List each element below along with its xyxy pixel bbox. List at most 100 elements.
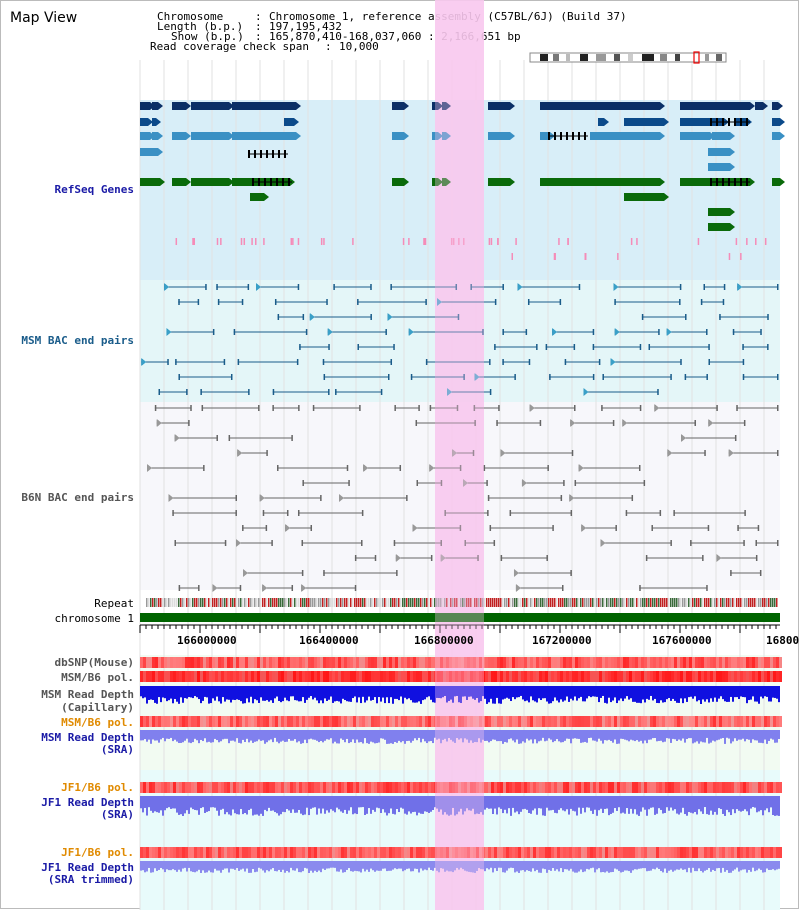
jf1-depth-bar (376, 796, 378, 808)
msm-depth-cap-bar (344, 686, 346, 701)
msm-depth-cap-bar (304, 686, 306, 703)
jf1-pol-heat-cell (623, 782, 626, 793)
msm-pol-heat-cell (701, 671, 704, 682)
jf1-depth-bar (234, 796, 236, 814)
dbsnp-heat-cell (245, 657, 248, 668)
jf1-depth-bar (198, 796, 200, 815)
msm-pol-2-heat-cell (272, 716, 275, 727)
refseq-pink-mark (255, 238, 257, 245)
jf1-depth-bar (196, 796, 198, 811)
jf1-depth-bar (510, 796, 512, 816)
repeat-mark (382, 598, 384, 607)
msm-depth-cap-bar (694, 686, 696, 697)
bac-end-tick (354, 555, 357, 561)
jf1-depth-trim-bar (736, 861, 738, 868)
jf1-pol-heat-cell (548, 782, 551, 793)
msm-depth-cap-bar (466, 686, 468, 700)
repeat-mark (172, 598, 174, 607)
msm-depth-sra-bar (206, 730, 208, 743)
msm-pol-heat-cell (140, 671, 143, 682)
msm-pol-2-heat-cell (299, 716, 302, 727)
jf1-pol-2-heat-cell (554, 847, 557, 858)
repeat-mark (146, 598, 148, 607)
msm-depth-sra-bar (618, 730, 620, 744)
repeat-mark (634, 598, 636, 607)
msm-depth-cap-bar (766, 686, 768, 697)
msm-depth-cap-bar (454, 686, 456, 697)
msm-pol-2-heat-cell (662, 716, 665, 727)
jf1-depth-trim-bar (176, 861, 178, 872)
bac-end-tick (265, 525, 268, 531)
msm-depth-sra-bar (268, 730, 270, 741)
repeat-mark (244, 598, 246, 607)
msm-pol-heat-cell (158, 671, 161, 682)
msm-depth-cap-bar (208, 686, 210, 704)
jf1-pol-2-heat-cell (314, 847, 317, 858)
msm-pol-2-heat-cell (494, 716, 497, 727)
jf1-depth-trim-bar (554, 861, 556, 871)
msm-depth-cap-bar (592, 686, 594, 697)
dbsnp-heat-cell (281, 657, 284, 668)
jf1-pol-2-heat-cell (422, 847, 425, 858)
jf1-pol-heat-cell (167, 782, 170, 793)
msm-depth-cap-bar (676, 686, 678, 703)
jf1-depth-trim-bar (166, 861, 168, 870)
dbsnp-heat-cell (263, 657, 266, 668)
jf1-pol-2-heat-cell (662, 847, 665, 858)
repeat-mark (598, 598, 600, 607)
jf1-pol-heat-cell (779, 782, 782, 793)
jf1-depth-trim-bar (308, 861, 310, 873)
jf1-depth-trim-bar (738, 861, 740, 872)
repeat-mark (340, 598, 342, 607)
jf1-depth-bar (174, 796, 176, 809)
msm-pol-2-heat-cell (395, 716, 398, 727)
track-label-msm-bac[interactable]: MSM BAC end pairs (21, 334, 134, 347)
msm-depth-cap-bar (652, 686, 654, 701)
repeat-mark (254, 598, 256, 607)
jf1-depth-trim-bar (720, 861, 722, 873)
track-label-refseq[interactable]: RefSeq Genes (54, 183, 134, 196)
msm-depth-cap-bar (646, 686, 648, 699)
jf1-pol-2-heat-cell (281, 847, 284, 858)
repeat-mark (710, 598, 712, 607)
msm-depth-sra-bar (766, 730, 768, 744)
msm-depth-cap-bar (328, 686, 330, 700)
gene-strand-arrow (750, 102, 755, 110)
track-label-jf1-depth-1: JF1 Read Depth (41, 796, 134, 809)
gene-strand-arrow (186, 102, 191, 110)
jf1-pol-2-heat-cell (401, 847, 404, 858)
jf1-pol-2-heat-cell (533, 847, 536, 858)
jf1-pol-2-heat-cell (482, 847, 485, 858)
track-label-b6n-bac[interactable]: B6N BAC end pairs (21, 491, 134, 504)
msm-depth-cap-bar (724, 686, 726, 702)
jf1-depth-bar (484, 796, 486, 810)
msm-depth-cap-bar (644, 686, 646, 703)
jf1-pol-2-heat-cell (629, 847, 632, 858)
bac-end-tick (592, 329, 595, 335)
bac-end-tick (310, 525, 313, 531)
msm-pol-2-heat-cell (524, 716, 527, 727)
repeat-mark (772, 598, 774, 607)
jf1-pol-heat-cell (614, 782, 617, 793)
jf1-depth-bar (588, 796, 590, 808)
jf1-depth-trim-bar (434, 861, 436, 868)
msm-depth-sra-bar (320, 730, 322, 742)
jf1-depth-trim-bar (642, 861, 644, 869)
jf1-pol-heat-cell (542, 782, 545, 793)
jf1-depth-bar (206, 796, 208, 812)
repeat-mark (154, 598, 156, 607)
repeat-mark (668, 598, 670, 607)
jf1-depth-trim-bar (150, 861, 152, 873)
msm-depth-sra-bar (446, 730, 448, 742)
jf1-pol-heat-cell (323, 782, 326, 793)
jf1-depth-trim-bar (512, 861, 514, 868)
msm-depth-cap-bar (330, 686, 332, 697)
jf1-depth-trim-bar (216, 861, 218, 871)
jf1-depth-trim-bar (746, 861, 748, 873)
msm-pol-2-heat-cell (680, 716, 683, 727)
jf1-depth-trim-bar (158, 861, 160, 870)
bac-end-tick (274, 299, 277, 305)
gene-strand-arrow (404, 102, 409, 110)
msm-depth-cap-bar (262, 686, 264, 701)
